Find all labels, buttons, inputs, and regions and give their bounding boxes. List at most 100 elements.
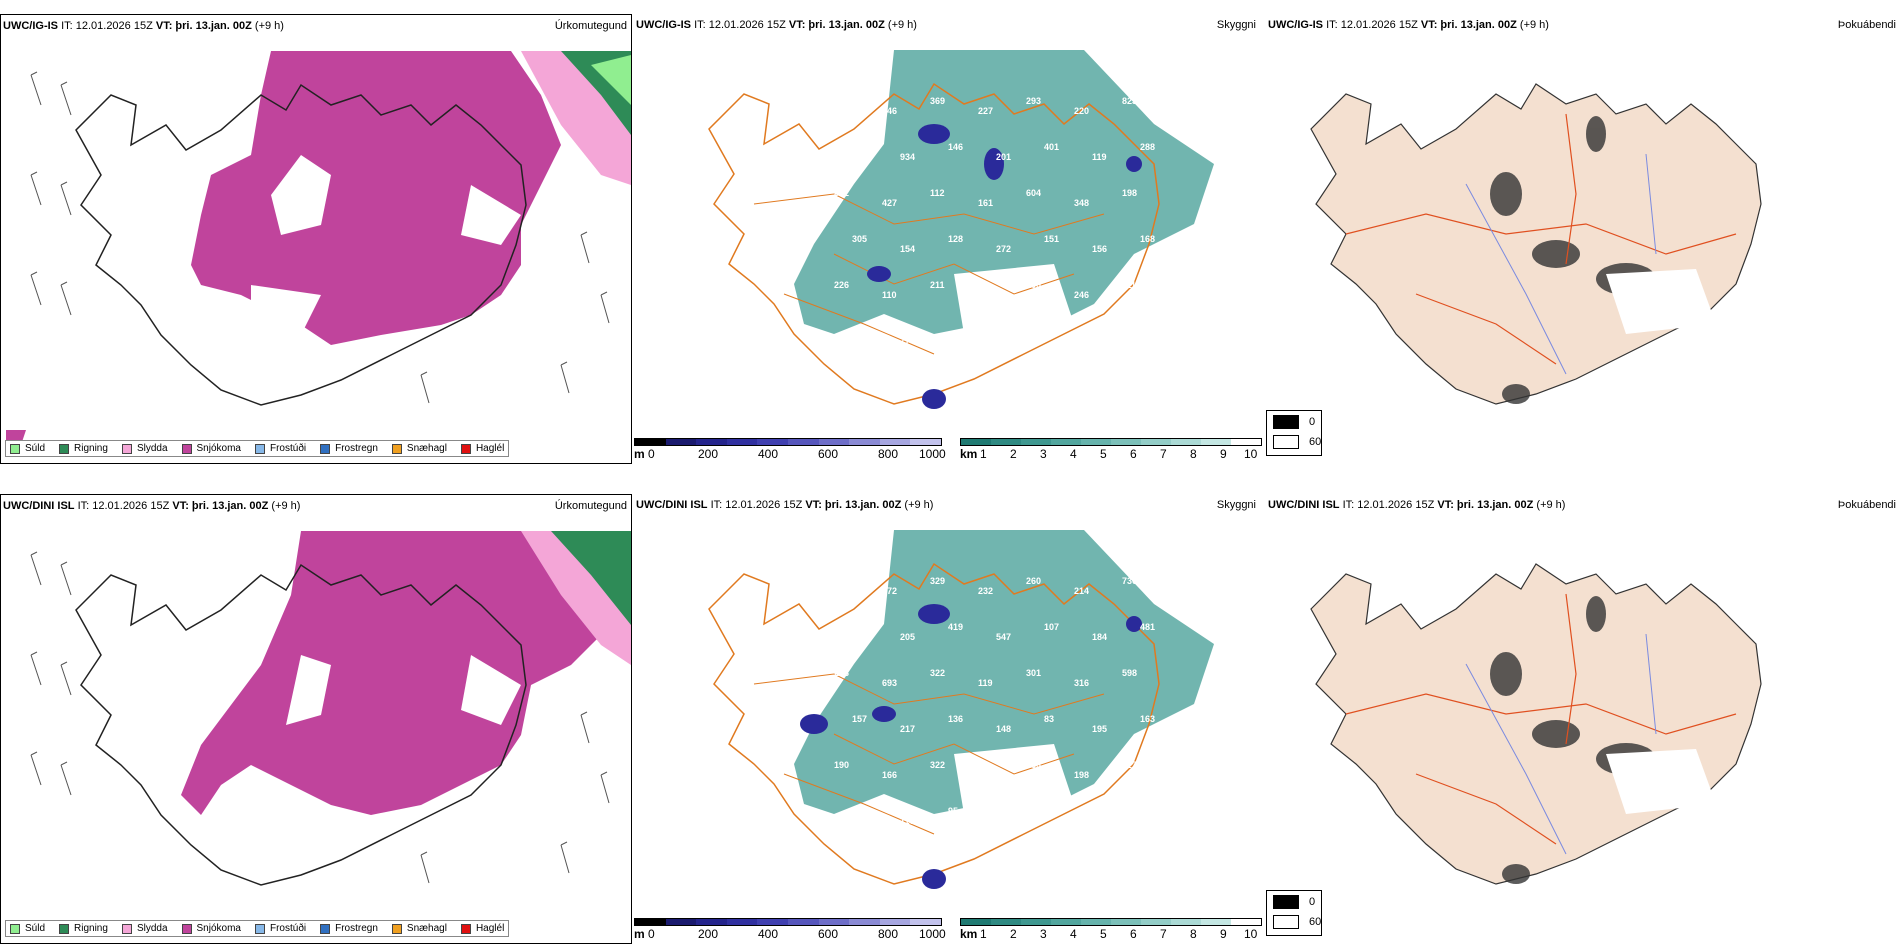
tick-label: 200 [698,927,719,941]
legend-item: Haglél [460,923,504,934]
legend-item: Frostregn [320,443,378,454]
legend-item: Snjókoma [181,923,241,934]
ceiling-label: 156 [1092,244,1107,254]
tick-label: 600 [818,927,839,941]
ceiling-label: 401 [1044,142,1059,152]
ceiling-label: 419 [948,622,963,632]
panel-header: UWC/IG-IS IT: 12.01.2026 15Z VT: þri. 13… [636,19,917,31]
fog-map [1310,563,1762,885]
ceiling-label: 547 [996,632,1011,642]
ceiling-label: 117 [1122,760,1137,770]
valid-time: VT: þri. 13.jan. 00Z [1437,499,1534,511]
fog-legend-value: 60 [1309,916,1322,928]
tick-label: 7 [1160,447,1167,461]
tick-label: 3 [1040,447,1047,461]
visibility-map: 863 272 329 232 260 214 730 241 205 419 547 107 184 4… [708,530,1214,889]
ceiling-label: 488 [834,96,849,106]
tick-label: 0 [648,447,655,461]
ceiling-label: 198 [1122,188,1137,198]
lead-time: (+9 h) [271,500,301,512]
panel-title: Úrkomutegund [554,500,627,512]
ceiling-label: 305 [852,234,867,244]
legend-item: Rigning [59,443,108,454]
ceiling-label: 246 [882,106,897,116]
tick-label: 10 [1244,447,1258,461]
legend-item: Rigning [59,923,108,934]
ceiling-label: 100 [1026,280,1041,290]
precip-legend: Súld Rigning Slydda Snjókoma Frostúði Fr… [5,440,510,457]
panel-title: Skyggni [1216,499,1256,511]
ceiling-label: 316 [1074,678,1089,688]
visibility-colorbar: km 1 2 3 4 5 6 7 8 9 10 [960,918,1264,942]
ceiling-label: 427 [882,198,897,208]
ceiling-label: 119 [978,678,993,688]
ceiling-label: 201 [996,152,1011,162]
ceiling-label: 232 [978,586,993,596]
ceiling-label: 466 [1026,760,1041,770]
height-colorbar: m 0 200 400 600 800 1000 [634,918,954,942]
lead-time: (+9 h) [254,20,284,32]
tick-label: 6 [1130,927,1137,941]
tick-label: 2 [1010,927,1017,941]
precip-panel-bottom: UWC/DINI ISL IT: 12.01.2026 15Z VT: þri.… [0,494,632,944]
tick-label: 400 [758,447,779,461]
legend-item: Súld [10,443,45,454]
panel-title: Þokuábendi [1837,499,1896,511]
ceiling-label: 166 [882,770,897,780]
ceiling-label: 211 [930,280,945,290]
legend-item: Haglél [460,443,504,454]
ceiling-label: 329 [930,576,945,586]
ceiling-label: 356 [852,142,867,152]
ceiling-label: 95 [948,806,958,816]
ceiling-label: 241 [978,770,993,780]
ceiling-label: 369 [930,96,945,106]
tick-label: 400 [758,927,779,941]
fog-legend-value: 0 [1309,416,1316,428]
tick-label: 7 [1160,927,1167,941]
tick-label: 3 [1040,927,1047,941]
ceiling-label: 112 [930,188,945,198]
ceiling-label: 217 [900,724,915,734]
ceiling-label: 598 [1122,668,1137,678]
tick-label: 9 [1220,447,1227,461]
tick-label: 10 [1244,927,1258,941]
tick-label: 200 [698,447,719,461]
ceiling-label: 184 [1092,632,1107,642]
visibility-panel-top: UWC/IG-IS IT: 12.01.2026 15Z VT: þri. 13… [634,14,1264,464]
tick-label: 5 [1100,927,1107,941]
ceiling-label: 205 [900,632,915,642]
model-name: UWC/IG-IS [1268,19,1323,31]
init-time: IT: 12.01.2026 15Z [1342,499,1435,511]
tick-label: 1 [980,447,987,461]
tick-label: 1 [980,927,987,941]
tick-label: 4 [1070,927,1077,941]
ceiling-label: 146 [948,142,963,152]
ceiling-label: 128 [948,234,963,244]
ceiling-label: 863 [834,576,849,586]
ceiling-label: 253 [834,668,849,678]
lead-time: (+9 h) [887,19,917,31]
height-bar [634,438,942,446]
ceiling-label: 288 [1140,142,1155,152]
init-time: IT: 12.01.2026 15Z [710,499,803,511]
tick-label: 8 [1190,447,1197,461]
ceiling-label: 272 [996,244,1011,254]
legend-item: Slydda [121,443,168,454]
ceiling-label: 322 [834,188,849,198]
visibility-colorbar: km 1 2 3 4 5 6 7 8 9 10 [960,438,1264,462]
height-colorbar: m 0 200 400 600 800 1000 [634,438,954,462]
ceiling-label: 148 [996,724,1011,734]
ceiling-label: 136 [948,714,963,724]
panel-header: UWC/IG-IS IT: 12.01.2026 15Z VT: þri. 13… [1268,19,1549,31]
precip-legend: Súld Rigning Slydda Snjókoma Frostúði Fr… [5,920,510,937]
fog-map [1310,83,1762,405]
ceiling-label: 322 [930,668,945,678]
lead-time: (+9 h) [1536,499,1566,511]
valid-time: VT: þri. 13.jan. 00Z [805,499,902,511]
ceiling-label: 348 [1074,198,1089,208]
ceiling-label: 934 [900,152,915,162]
tick-label: 2 [1010,447,1017,461]
valid-time: VT: þri. 13.jan. 00Z [172,500,269,512]
legend-item: Frostúði [254,923,306,934]
fog-legend-row: 0 [1273,415,1315,429]
